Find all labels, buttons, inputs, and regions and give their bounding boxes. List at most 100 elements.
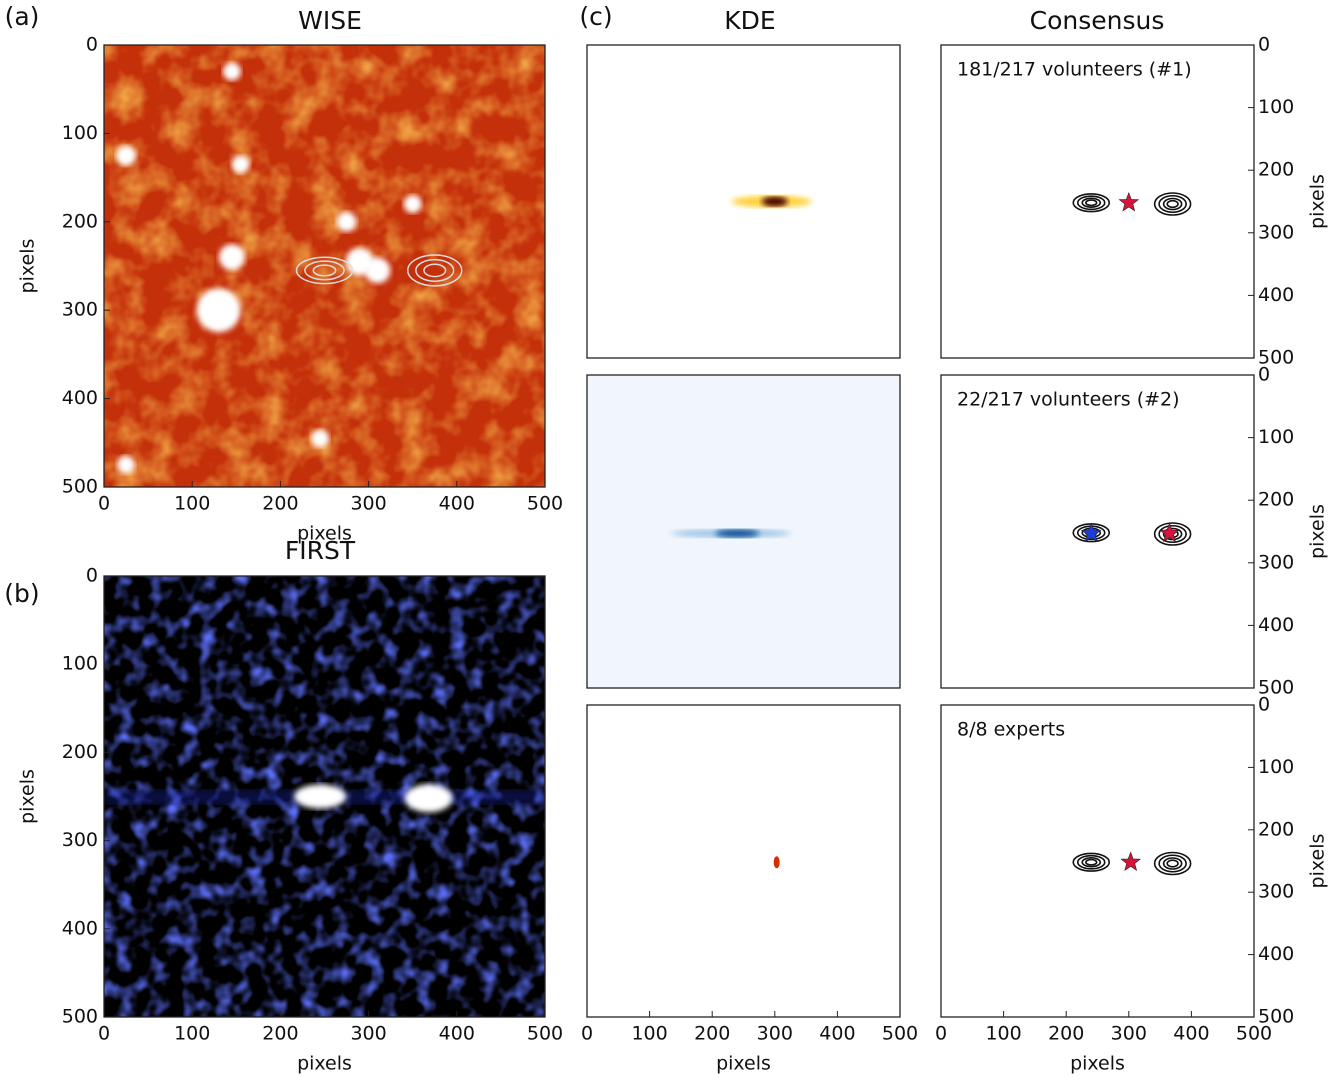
- panel-label: (b): [4, 579, 39, 608]
- contour: [1153, 851, 1192, 876]
- y-tick-label: 400: [1258, 614, 1294, 636]
- x-tick-label: 400: [439, 1023, 475, 1045]
- x-tick-label: 200: [1048, 1023, 1084, 1045]
- panel-frame: [586, 44, 901, 359]
- contour: [295, 256, 354, 285]
- y-tick-label: 100: [1258, 96, 1294, 118]
- source-blob: [116, 145, 137, 166]
- panel-title: Consensus: [1030, 6, 1165, 35]
- panel-3: [587, 375, 900, 688]
- x-tick-label: 200: [694, 1023, 730, 1045]
- source-blob: [404, 784, 453, 813]
- panel-frame: [103, 575, 546, 1018]
- y-tick-label: 300: [62, 829, 98, 851]
- y-tick-label: 200: [62, 210, 98, 232]
- panel-frame: [940, 44, 1255, 359]
- x-tick-label: 500: [527, 493, 563, 515]
- y-axis-label: pixels: [1307, 834, 1329, 889]
- y-axis-label: pixels: [1307, 174, 1329, 229]
- y-tick-label: 500: [62, 476, 98, 498]
- source-blob: [231, 155, 250, 174]
- x-tick-label: 200: [262, 493, 298, 515]
- contour: [1162, 197, 1183, 211]
- y-tick-label: 0: [86, 565, 98, 587]
- source-blob: [222, 62, 241, 81]
- x-tick-label: 400: [1173, 1023, 1209, 1045]
- y-tick-label: 300: [62, 299, 98, 321]
- x-tick-label: 400: [439, 493, 475, 515]
- y-tick-label: 500: [1258, 677, 1294, 699]
- y-tick-label: 400: [1258, 943, 1294, 965]
- contour: [423, 263, 447, 278]
- source-blob: [218, 244, 245, 271]
- y-tick-label: 400: [1258, 284, 1294, 306]
- star-marker: [1118, 191, 1140, 212]
- y-tick-label: 300: [1258, 551, 1294, 573]
- annotation: 22/217 volunteers (#2): [957, 389, 1180, 411]
- contour: [1076, 195, 1106, 211]
- y-tick-label: 200: [1258, 489, 1294, 511]
- y-tick-label: 100: [1258, 426, 1294, 448]
- x-tick-label: 500: [1236, 1023, 1272, 1045]
- contour: [1158, 524, 1187, 544]
- source-blob: [117, 455, 136, 474]
- panel-5: [941, 45, 1254, 358]
- x-tick-label: 500: [527, 1023, 563, 1045]
- x-axis-label: pixels: [297, 523, 352, 545]
- y-tick-label: 200: [1258, 159, 1294, 181]
- source-blob: [311, 429, 330, 448]
- x-tick-label: 0: [98, 1023, 110, 1045]
- y-tick-label: 100: [1258, 756, 1294, 778]
- panel-title: WISE: [298, 6, 362, 35]
- x-tick-label: 400: [819, 1023, 855, 1045]
- contour: [304, 260, 345, 281]
- panel-frame: [103, 44, 546, 488]
- y-tick-label: 300: [1258, 221, 1294, 243]
- source-blob: [294, 784, 347, 809]
- source-blob: [336, 211, 357, 232]
- y-tick-label: 0: [1258, 34, 1270, 56]
- contour: [1085, 199, 1098, 207]
- star-marker: [1080, 522, 1102, 543]
- x-tick-label: 100: [174, 493, 210, 515]
- contour: [1072, 193, 1111, 213]
- panel-0: [104, 45, 545, 487]
- x-axis-label: pixels: [716, 1053, 771, 1075]
- contour: [312, 264, 337, 277]
- contour: [1166, 859, 1179, 868]
- y-tick-label: 0: [86, 34, 98, 56]
- contour: [1158, 854, 1187, 873]
- contour: [1153, 192, 1192, 216]
- y-tick-label: 0: [1258, 364, 1270, 386]
- panel-background: [941, 705, 1254, 1017]
- kde-peak: [773, 856, 780, 869]
- y-tick-label: 200: [1258, 818, 1294, 840]
- annotation: 8/8 experts: [957, 719, 1065, 741]
- y-axis-label: pixels: [17, 239, 39, 294]
- x-tick-label: 0: [98, 493, 110, 515]
- y-tick-label: 200: [62, 741, 98, 763]
- contour: [1076, 854, 1106, 870]
- x-tick-label: 500: [882, 1023, 918, 1045]
- panel-title: FIRST: [285, 536, 356, 565]
- star-marker: [1120, 851, 1142, 871]
- y-axis-label: pixels: [17, 769, 39, 824]
- contour: [415, 258, 455, 282]
- contour: [1158, 194, 1187, 214]
- source-blob: [196, 288, 241, 333]
- x-tick-label: 100: [631, 1023, 667, 1045]
- panel-4: [587, 705, 900, 1017]
- x-tick-label: 300: [1111, 1023, 1147, 1045]
- x-tick-label: 0: [581, 1023, 593, 1045]
- panel-1: [104, 576, 545, 1017]
- image-noise: [104, 45, 545, 487]
- x-tick-label: 100: [985, 1023, 1021, 1045]
- x-tick-label: 300: [757, 1023, 793, 1045]
- x-axis-label: pixels: [297, 1053, 352, 1075]
- y-tick-label: 300: [1258, 881, 1294, 903]
- contour: [407, 254, 463, 287]
- contour: [1081, 857, 1102, 868]
- x-tick-label: 200: [262, 1023, 298, 1045]
- panel-frame: [940, 704, 1255, 1018]
- x-tick-label: 300: [350, 493, 386, 515]
